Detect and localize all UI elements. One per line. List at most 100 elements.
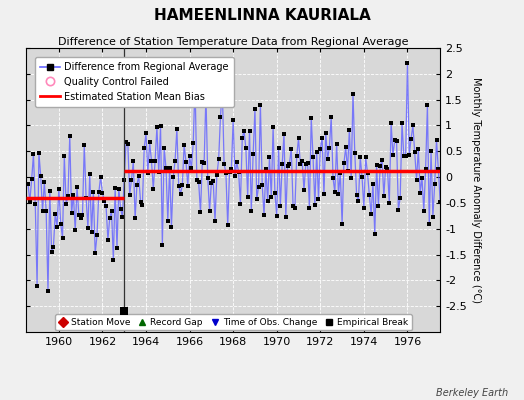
Point	[409, 122, 417, 129]
Point	[180, 142, 188, 148]
Point	[115, 185, 123, 192]
Point	[420, 208, 428, 214]
Point	[365, 192, 374, 198]
Point	[412, 177, 421, 183]
Point	[160, 144, 168, 151]
Point	[410, 149, 419, 156]
Point	[57, 220, 65, 227]
Point	[185, 153, 194, 160]
Point	[136, 199, 145, 206]
Point	[118, 214, 127, 220]
Point	[104, 236, 112, 243]
Point	[124, 141, 132, 148]
Point	[236, 201, 245, 207]
Point	[387, 120, 395, 126]
Point	[390, 137, 399, 143]
Point	[385, 200, 394, 206]
Point	[66, 132, 74, 139]
Point	[193, 177, 201, 184]
Point	[336, 170, 344, 176]
Point	[135, 173, 143, 179]
Point	[325, 144, 334, 151]
Point	[338, 220, 346, 227]
Point	[214, 156, 223, 163]
Point	[314, 195, 323, 202]
Point	[285, 160, 293, 167]
Point	[202, 91, 210, 98]
Point	[222, 170, 230, 176]
Point	[102, 203, 110, 210]
Point	[156, 123, 165, 130]
Point	[74, 212, 83, 218]
Point	[24, 180, 32, 187]
Point	[258, 182, 266, 188]
Point	[53, 223, 61, 230]
Point	[332, 140, 341, 147]
Point	[171, 158, 179, 164]
Point	[82, 195, 90, 201]
Point	[29, 151, 38, 158]
Point	[389, 152, 397, 158]
Point	[334, 191, 343, 197]
Point	[318, 135, 326, 141]
Point	[62, 201, 70, 207]
Point	[93, 232, 101, 239]
Point	[109, 256, 117, 263]
Point	[247, 208, 256, 214]
Point	[407, 136, 416, 142]
Point	[78, 212, 86, 218]
Point	[240, 128, 248, 134]
Point	[342, 144, 350, 151]
Point	[183, 183, 192, 189]
Point	[329, 175, 337, 181]
Point	[58, 235, 67, 241]
Point	[218, 84, 226, 90]
Point	[146, 139, 154, 146]
Point	[434, 166, 442, 172]
Point	[26, 198, 34, 205]
Legend: Station Move, Record Gap, Time of Obs. Change, Empirical Break: Station Move, Record Gap, Time of Obs. C…	[54, 314, 412, 330]
Point	[85, 171, 94, 178]
Point	[213, 172, 221, 179]
Point	[46, 188, 54, 194]
Point	[421, 165, 430, 172]
Point	[242, 145, 250, 152]
Point	[163, 218, 172, 224]
Point	[296, 160, 304, 167]
Point	[151, 158, 159, 164]
Point	[343, 167, 352, 174]
Point	[88, 229, 96, 236]
Point	[394, 207, 402, 213]
Point	[116, 206, 125, 212]
Point	[220, 160, 228, 167]
Point	[140, 145, 148, 151]
Point	[327, 114, 335, 120]
Point	[80, 142, 89, 148]
Point	[182, 158, 190, 165]
Point	[432, 137, 441, 143]
Point	[174, 182, 183, 189]
Point	[362, 154, 370, 161]
Point	[354, 198, 363, 204]
Point	[261, 166, 270, 172]
Point	[323, 156, 332, 162]
Point	[276, 203, 285, 209]
Point	[211, 218, 219, 224]
Point	[427, 148, 435, 155]
Point	[280, 130, 288, 137]
Point	[260, 212, 268, 218]
Point	[152, 124, 161, 130]
Point	[173, 126, 181, 132]
Point	[381, 163, 390, 170]
Point	[205, 208, 214, 214]
Point	[113, 245, 121, 251]
Point	[283, 162, 292, 169]
Point	[251, 106, 259, 112]
Point	[225, 168, 234, 175]
Point	[178, 182, 187, 188]
Point	[244, 194, 252, 200]
Point	[298, 158, 307, 164]
Point	[91, 250, 100, 257]
Point	[144, 170, 152, 176]
Point	[37, 173, 45, 179]
